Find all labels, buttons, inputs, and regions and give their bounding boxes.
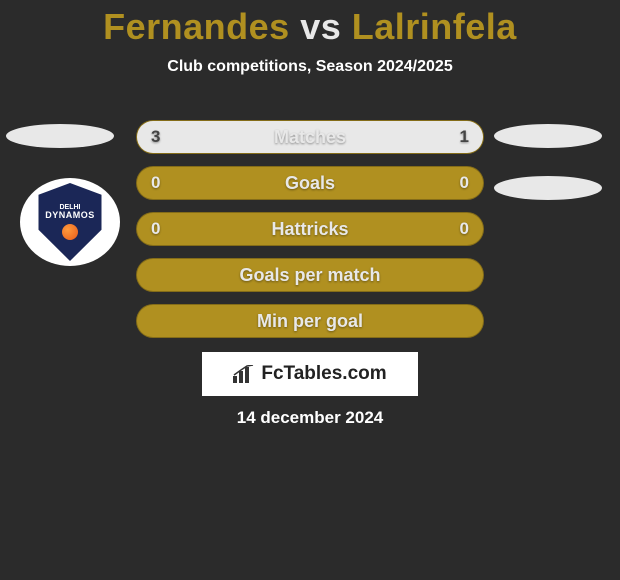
stat-row: Hattricks0 0: [136, 212, 484, 246]
stats-rows: Matches31Goals00Hattricks00Goals per mat…: [136, 120, 484, 350]
stat-row: Goals per match: [136, 258, 484, 292]
player1-name: Fernandes: [103, 6, 290, 47]
player2-name: Lalrinfela: [352, 6, 517, 47]
bars-icon: [233, 365, 255, 383]
branding-box: FcTables.com: [202, 352, 418, 396]
date-text: 14 december 2024: [0, 408, 620, 428]
stat-value-right: 0: [460, 167, 469, 199]
stat-value-right: 1: [460, 121, 469, 153]
player2-placeholder-ellipse-1: [494, 124, 602, 148]
stat-label: Hattricks: [137, 213, 483, 245]
stat-label: Matches: [137, 121, 483, 153]
stat-label: Goals: [137, 167, 483, 199]
stat-value-left: 0: [151, 213, 160, 245]
shield-line2: DYNAMOS: [45, 211, 95, 220]
stat-row: Min per goal: [136, 304, 484, 338]
branding-text: FcTables.com: [261, 363, 386, 385]
stat-row: Goals0 0: [136, 166, 484, 200]
stat-label: Min per goal: [137, 305, 483, 337]
subtitle: Club competitions, Season 2024/2025: [0, 58, 620, 76]
stat-value-left: 0: [151, 167, 160, 199]
stat-value-left: 3: [151, 121, 160, 153]
stat-row: Matches3 1: [136, 120, 484, 154]
comparison-title: Fernandes vs Lalrinfela: [0, 0, 620, 48]
stat-value-right: 0: [460, 213, 469, 245]
stat-label: Goals per match: [137, 259, 483, 291]
club-shield-icon: DELHI DYNAMOS: [35, 183, 105, 261]
player2-placeholder-ellipse-2: [494, 176, 602, 200]
title-vs: vs: [300, 6, 341, 47]
player1-placeholder-ellipse: [6, 124, 114, 148]
player1-club-badge: DELHI DYNAMOS: [20, 178, 120, 266]
shield-ball-icon: [62, 224, 78, 240]
